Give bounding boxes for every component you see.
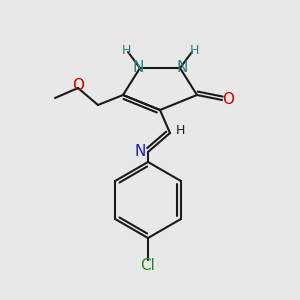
Text: H: H [175, 124, 185, 137]
Text: N: N [132, 61, 144, 76]
Text: Cl: Cl [141, 259, 155, 274]
Text: H: H [189, 44, 199, 56]
Text: O: O [72, 77, 84, 92]
Text: N: N [134, 145, 146, 160]
Text: N: N [176, 61, 188, 76]
Text: H: H [121, 44, 131, 56]
Text: O: O [222, 92, 234, 107]
